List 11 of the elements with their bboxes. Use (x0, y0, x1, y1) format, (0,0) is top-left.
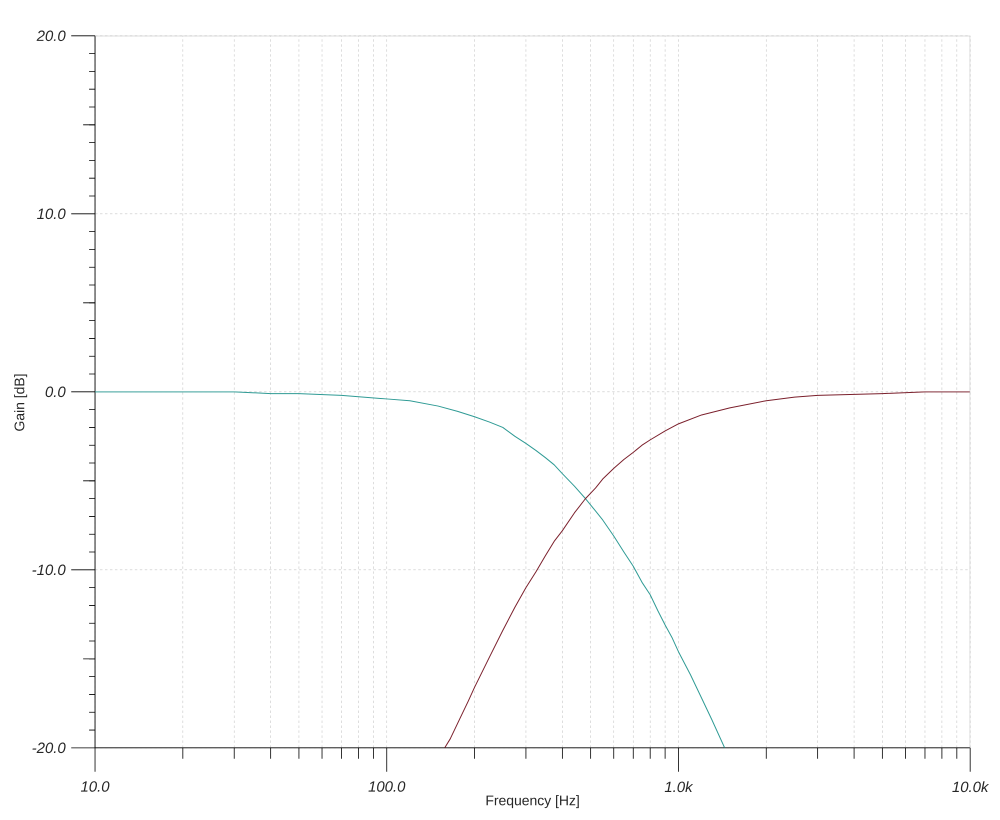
x-axis-title: Frequency [Hz] (486, 794, 579, 808)
x-tick-label: 1.0k (664, 780, 694, 792)
y-tick-label: 0.0 (46, 386, 66, 397)
x-tick-label: 10.0k (952, 780, 990, 792)
y-tick-label: 20.0 (36, 30, 66, 41)
x-tick-label: 10.0 (80, 780, 110, 792)
y-tick-label: 10.0 (37, 208, 66, 219)
y-tick-label: -20.0 (32, 742, 66, 753)
y-tick-label: -10.0 (32, 564, 66, 575)
y-axis-title: Gain [dB] (14, 374, 28, 431)
x-tick-label: 100.0 (368, 780, 406, 792)
